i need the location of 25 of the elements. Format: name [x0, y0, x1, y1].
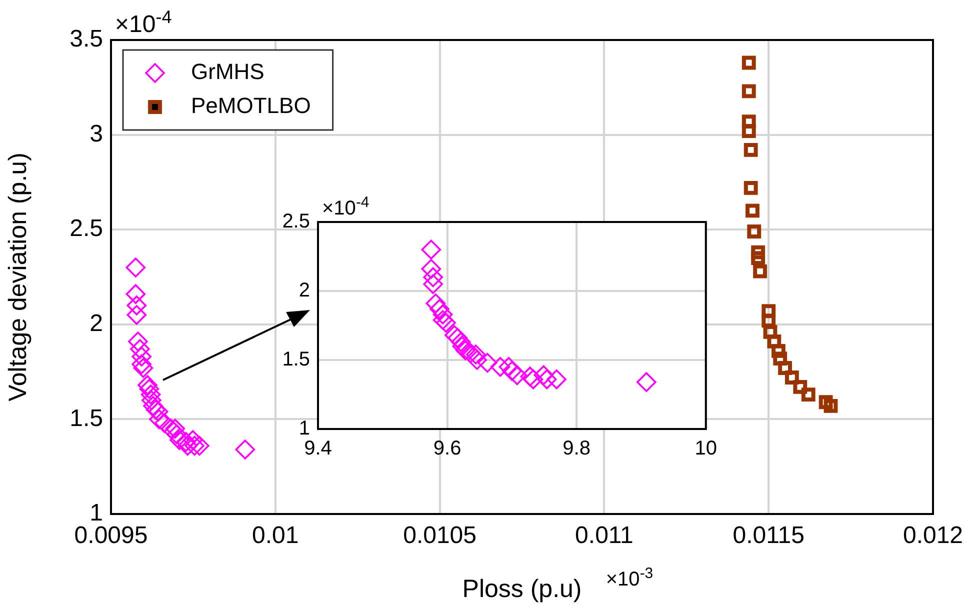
y-tick-label: 3 [90, 120, 103, 148]
x-tick-label: 0.011 [575, 522, 634, 550]
y-axis-title: Voltage deviation (p.u) [4, 152, 32, 402]
x-tick-label: 0.0115 [732, 522, 804, 550]
text: ×10$^{-3}$ [606, 565, 654, 592]
x-tick-label: 0.01 [252, 522, 299, 550]
y-tick-label: 1.5 [282, 348, 310, 371]
x-tick-label: 10 [694, 438, 717, 460]
y-tick-label: 2.5 [282, 210, 310, 233]
text: ×10$^{-4}$ [115, 7, 172, 39]
x-tick-label: 0.012 [902, 522, 964, 550]
y-tick-label: 2.5 [70, 215, 103, 242]
y-tick-label: 3.5 [70, 26, 103, 53]
legend-label: PeMOTLBO [191, 93, 311, 118]
x-tick-label: 9.4 [304, 438, 332, 460]
annotation: ×10$^{-4}$ [322, 194, 370, 221]
y-tick-label: 2 [298, 280, 310, 302]
x-axis-title: Ploss (p.u) [462, 574, 582, 603]
x-tick-label: 9.6 [433, 438, 462, 460]
y-tick-label: 1.5 [70, 404, 103, 432]
y-tick-label: 1 [298, 418, 310, 440]
x-tick-label: 0.0105 [403, 522, 477, 550]
x-tick-label: 9.8 [562, 438, 590, 460]
legend-label: GrMHS [191, 59, 264, 84]
y-tick-label: 2 [90, 310, 103, 338]
